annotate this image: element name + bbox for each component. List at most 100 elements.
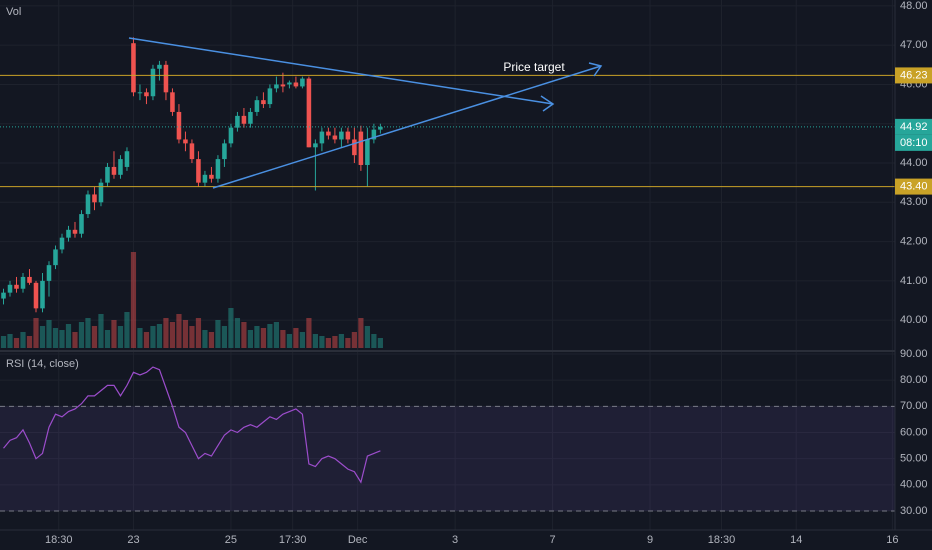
candle-body [332, 135, 338, 140]
volume-bar [293, 328, 299, 348]
candle-body [131, 43, 136, 93]
candle-body [163, 64, 169, 93]
candle-body [20, 276, 26, 289]
candle-body [287, 82, 292, 85]
volume-bar [150, 326, 156, 348]
candle-body [300, 78, 305, 87]
candle-body [59, 237, 65, 250]
y-tick-label: 48.00 [900, 0, 928, 12]
candle-body [319, 131, 325, 144]
candle-body [241, 115, 247, 124]
volume-bar [338, 334, 344, 348]
price-tag [895, 67, 932, 84]
volume-bar [65, 324, 72, 348]
volume-bar [280, 330, 286, 348]
volume-bar [189, 326, 195, 348]
candle-body [261, 100, 266, 105]
price-tag [895, 178, 932, 195]
candle-body [98, 182, 104, 203]
candle-body [365, 139, 370, 165]
y-tick-label: 40.00 [900, 479, 928, 491]
trend-line [212, 65, 602, 189]
volume-bar [59, 330, 65, 348]
trend-line [128, 37, 554, 105]
volume-bar [124, 312, 130, 348]
volume-bar [52, 328, 59, 348]
volume-bar [241, 322, 247, 348]
candle-body [183, 139, 188, 144]
candle-body [118, 159, 123, 175]
candle-body [46, 265, 52, 281]
price-tag [895, 118, 932, 135]
price-tag-label: 43.40 [900, 180, 928, 192]
candle-body [306, 78, 312, 148]
volume-bar [260, 328, 267, 348]
price-tag-label: 44.92 [900, 121, 928, 133]
candle-body [189, 143, 195, 160]
x-tick-label: 16 [886, 534, 898, 546]
volume-bar [228, 308, 234, 348]
candle-body [111, 166, 117, 175]
candle-body [92, 194, 97, 203]
arrow-head [588, 62, 603, 77]
volume-bar [332, 336, 338, 348]
candle-body [144, 92, 149, 97]
y-tick-label: 30.00 [900, 505, 928, 517]
volume-bar [156, 324, 163, 348]
candle-body [215, 159, 221, 179]
candle-body [1, 292, 6, 299]
candle-body [157, 64, 162, 69]
price-tag-label: 46.23 [900, 69, 928, 81]
volume-bar [26, 336, 33, 348]
volume-bar [85, 318, 91, 348]
volume-bar [91, 326, 98, 348]
x-tick-label: 17:30 [279, 534, 307, 546]
y-tick-label: 90.00 [900, 348, 928, 360]
volume-bar [46, 320, 52, 348]
volume-bar [78, 322, 85, 348]
volume-bar [299, 332, 306, 348]
volume-bar [117, 326, 124, 348]
candle-body [293, 82, 299, 87]
volume-bar [39, 326, 46, 348]
volume-bar [20, 332, 26, 348]
drawings [128, 37, 603, 189]
candle-body [339, 131, 344, 140]
volume-bar [377, 338, 383, 348]
y-tick-label: 42.00 [900, 235, 928, 247]
candle-body [248, 111, 253, 124]
candle-body [280, 84, 286, 87]
volume-bar [182, 320, 189, 348]
x-tick-label: 7 [550, 534, 556, 546]
volume-bar [72, 332, 78, 348]
volume-bar [202, 330, 208, 348]
volume-bar [319, 336, 325, 348]
candle-body [326, 131, 331, 136]
candle-body [196, 159, 201, 183]
volume-bar [13, 338, 20, 348]
countdown: 08:10 [900, 137, 928, 149]
candle-body [358, 131, 364, 165]
volume-bar [234, 318, 241, 348]
volume-bar [33, 318, 39, 348]
candle-body [235, 115, 240, 128]
volume-bar [247, 330, 254, 348]
y-tick-label: 41.00 [900, 275, 928, 287]
candle-body [27, 276, 32, 283]
volume-bar [130, 252, 137, 348]
volume-bar [358, 318, 364, 348]
volume-bar [98, 314, 104, 348]
volume-bar [221, 326, 228, 348]
x-tick-label: Dec [348, 534, 368, 546]
axis: 18:30 23 25 17:30 Dec 3 7 9 18:30 14 16 40.00 41.00 4… [45, 0, 932, 546]
volume-bar [0, 336, 7, 348]
candle-body [274, 84, 279, 89]
candle-body [267, 88, 273, 105]
volume-bar [254, 326, 260, 348]
volume-bar [351, 332, 357, 348]
volume-bar [325, 338, 331, 348]
candle-body [345, 131, 351, 140]
volume-bar [345, 338, 351, 348]
candle-body [371, 129, 377, 140]
volume-bar [169, 322, 176, 348]
